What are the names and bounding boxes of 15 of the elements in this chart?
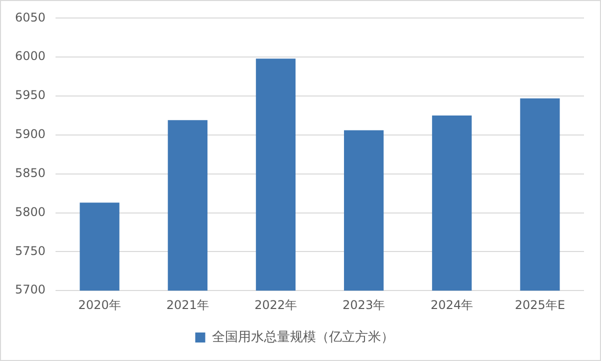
y-tick-label: 5700 bbox=[14, 282, 46, 297]
x-tick-label: 2022年 bbox=[254, 298, 298, 312]
x-tick-label: 2021年 bbox=[166, 298, 209, 312]
y-tick-label: 5850 bbox=[14, 166, 46, 180]
y-tick-label: 6050 bbox=[14, 10, 46, 24]
legend-label: 全国用水总量规模（亿立方米） bbox=[212, 328, 394, 345]
y-tick-label: 5900 bbox=[14, 127, 46, 142]
x-tick-label: 2025年E bbox=[514, 298, 566, 312]
y-tick-label: 6000 bbox=[14, 49, 46, 64]
x-tick-label: 2023年 bbox=[342, 298, 386, 312]
y-tick-label: 5950 bbox=[14, 88, 46, 102]
y-tick-label: 5750 bbox=[14, 244, 46, 258]
x-tick-label: 2020年 bbox=[78, 298, 121, 312]
y-tick-label: 5800 bbox=[14, 204, 46, 219]
x-tick-label: 2024年 bbox=[430, 298, 474, 312]
